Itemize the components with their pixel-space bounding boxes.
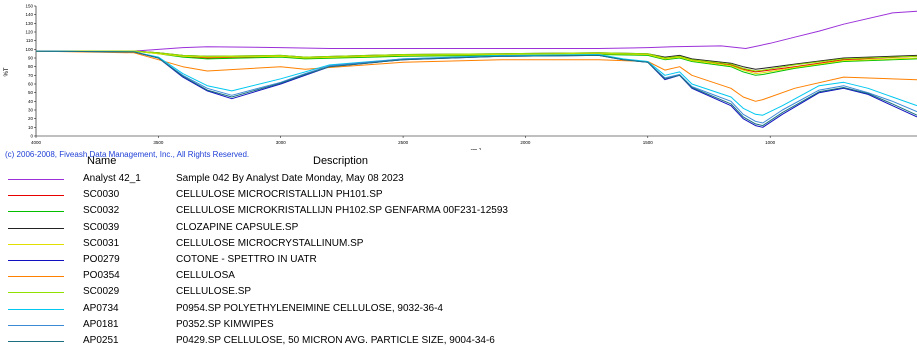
legend-description: CELLULOSE MICROKRISTALLIJN PH102.SP GENF… — [176, 205, 508, 217]
legend-name: PO0279 — [83, 253, 120, 265]
y-tick-label: 90 — [28, 56, 34, 61]
legend-description: CELLULOSA — [176, 270, 235, 282]
legend-name: AP0181 — [83, 318, 119, 330]
legend-row: SC0032 CELLULOSE MICROKRISTALLIJN PH102.S… — [0, 204, 917, 220]
legend-swatch — [8, 324, 64, 326]
x-tick-label: 1000 — [765, 140, 776, 145]
legend-swatch — [8, 292, 64, 294]
series-line — [35, 50, 917, 124]
y-tick-label: 120 — [25, 30, 33, 35]
legend-description: COTONE - SPETTRO IN UATR — [176, 253, 317, 265]
legend-swatch — [8, 243, 64, 245]
legend: Analyst 42_1 Sample 042 By Analyst Date M… — [0, 172, 917, 350]
legend-name: PO0354 — [83, 270, 120, 282]
series-lines — [35, 10, 917, 128]
legend-header-name: Name — [87, 155, 117, 167]
y-tick-label: 0 — [30, 134, 33, 139]
legend-name: AP0734 — [83, 302, 119, 314]
legend-row: Analyst 42_1 Sample 042 By Analyst Date M… — [0, 172, 917, 188]
legend-description: CELLULOSE MICROCRYSTALLINUM.SP — [176, 237, 364, 249]
y-tick-label: 150 — [25, 4, 33, 9]
legend-row: SC0029 CELLULOSE.SP — [0, 285, 917, 301]
legend-name: SC0032 — [83, 205, 120, 217]
y-tick-label: 130 — [25, 21, 33, 26]
spectrum-chart: %T 1501401301201101009080706050403020100… — [4, 4, 917, 150]
legend-swatch — [8, 227, 64, 229]
x-tick-label: 2500 — [398, 140, 409, 145]
legend-swatch — [8, 259, 64, 261]
x-tick-label: 2000 — [520, 140, 531, 145]
x-tick-label: 4000 — [31, 140, 42, 145]
legend-header-description: Description — [313, 155, 369, 167]
legend-description: Sample 042 By Analyst Date Monday, May 0… — [176, 173, 404, 184]
legend-swatch — [8, 211, 64, 213]
copyright-notice: (c) 2006-2008, Fiveash Data Management, … — [5, 150, 250, 159]
y-tick-label: 10 — [28, 125, 34, 130]
y-tick-label: 100 — [25, 47, 33, 52]
legend-name: SC0031 — [83, 237, 120, 249]
y-axis-label: %T — [4, 67, 10, 76]
legend-name: SC0030 — [83, 189, 120, 201]
x-tick-label: 3500 — [153, 140, 164, 145]
legend-description: P0352.SP KIMWIPES — [176, 318, 274, 330]
legend-row: SC0039 CLOZAPINE CAPSULE.SP — [0, 221, 917, 237]
legend-swatch — [8, 340, 64, 342]
y-tick-label: 20 — [28, 116, 34, 121]
x-axis: 4000 3500 3000 2500 2000 1500 1000 — [31, 135, 917, 145]
x-tick-label: 3000 — [276, 140, 287, 145]
series-line — [36, 50, 917, 75]
legend-name: Analyst 42_1 — [83, 173, 141, 184]
y-tick-label: 80 — [28, 64, 34, 69]
legend-row: AP0181 P0352.SP KIMWIPES — [0, 318, 917, 334]
legend-name: AP0251 — [83, 334, 119, 346]
y-tick-label: 40 — [28, 99, 34, 104]
legend-description: CELLULOSE MICROCRISTALLIJN PH101.SP — [176, 189, 383, 201]
y-tick-label: 110 — [26, 38, 34, 43]
legend-row: AP0734 P0954.SP POLYETHYLENEIMINE CELLULO… — [0, 302, 917, 318]
legend-row: SC0031 CELLULOSE MICROCRYSTALLINUM.SP — [0, 237, 917, 253]
legend-name: SC0039 — [83, 221, 120, 233]
series-line — [36, 10, 917, 52]
legend-swatch — [8, 276, 64, 278]
legend-description: CLOZAPINE CAPSULE.SP — [176, 221, 299, 233]
y-tick-label: 140 — [25, 12, 33, 17]
y-tick-label: 70 — [28, 73, 34, 78]
legend-description: CELLULOSE.SP — [176, 286, 252, 298]
legend-row: PO0354 CELLULOSA — [0, 269, 917, 285]
series-line — [36, 50, 917, 76]
series-line — [35, 50, 917, 116]
legend-row: SC0030 CELLULOSE MICROCRISTALLIJN PH101.S… — [0, 188, 917, 204]
series-line — [35, 50, 917, 102]
legend-row: PO0279 COTONE - SPETTRO IN UATR — [0, 253, 917, 269]
x-tick-label: 1500 — [643, 140, 654, 145]
legend-swatch — [8, 195, 64, 197]
y-tick-label: 30 — [28, 108, 34, 113]
legend-description: P0954.SP POLYETHYLENEIMINE CELLULOSE, 90… — [176, 302, 443, 314]
legend-swatch — [8, 179, 64, 180]
x-axis-label: cm-1 — [470, 148, 481, 150]
legend-swatch — [8, 308, 64, 310]
series-line — [36, 50, 917, 72]
legend-name: SC0029 — [83, 286, 120, 298]
series-line — [35, 50, 917, 127]
y-tick-label: 50 — [28, 90, 34, 95]
y-tick-label: 60 — [28, 82, 34, 87]
legend-row: AP0251 P0429.SP CELLULOSE, 50 MICRON AVG.… — [0, 334, 917, 350]
legend-description: P0429.SP CELLULOSE, 50 MICRON AVG. PARTI… — [176, 334, 495, 346]
